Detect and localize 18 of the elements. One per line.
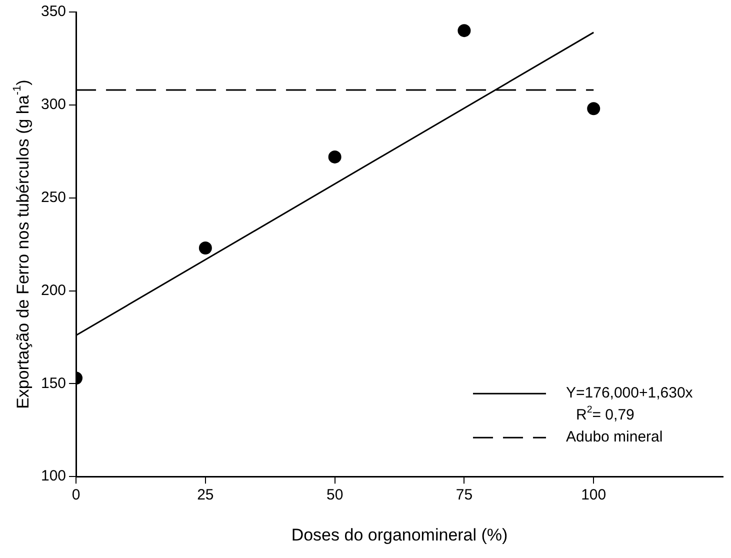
y-axis-title: Exportação de Ferro nos tubérculos (g ha-1): [11, 80, 33, 409]
y-tick-label: 100: [40, 468, 66, 485]
x-axis-title: Doses do organomineral (%): [291, 525, 508, 544]
point: [328, 150, 342, 164]
point: [458, 24, 471, 38]
y-tick-label: 200: [40, 282, 66, 299]
x-tick-label: 50: [326, 486, 344, 504]
x-tick-label: 100: [581, 486, 606, 504]
point: [587, 102, 600, 116]
y-tick-label: 350: [40, 3, 66, 20]
x-tick-label: 25: [197, 486, 214, 504]
x-tick-label: 75: [456, 486, 473, 504]
x-tick-label: 0: [72, 486, 80, 504]
y-tick-label: 300: [40, 96, 66, 114]
point: [198, 242, 212, 255]
legend-label: Adubo mineral: [566, 428, 663, 446]
y-tick-label: 250: [40, 188, 66, 206]
y-tick-label: 150: [40, 374, 66, 392]
